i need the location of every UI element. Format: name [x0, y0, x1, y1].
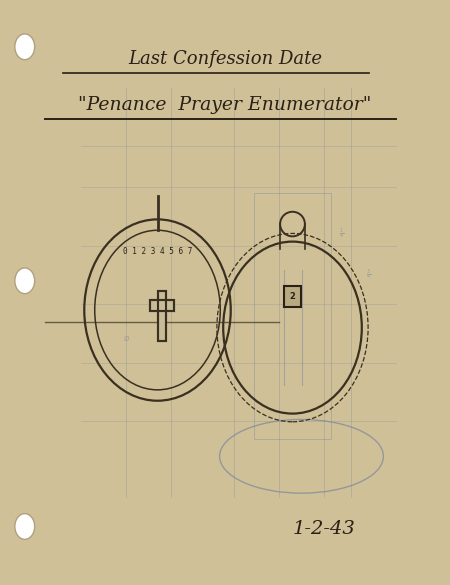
- Text: 2: 2: [289, 292, 296, 301]
- Bar: [150, 301, 174, 311]
- Circle shape: [15, 34, 35, 60]
- Bar: [254, 193, 331, 439]
- Text: Ø: Ø: [123, 336, 129, 342]
- Circle shape: [15, 268, 35, 294]
- Text: $\frac{3}{4}$: $\frac{3}{4}$: [366, 268, 372, 282]
- Bar: [158, 291, 166, 340]
- Text: "Penance  Prayer Enumerator": "Penance Prayer Enumerator": [78, 97, 372, 114]
- Circle shape: [15, 514, 35, 539]
- Bar: [150, 301, 174, 311]
- Text: 1-2-43: 1-2-43: [292, 521, 356, 538]
- Text: 0 1 2 3 4 5 6 7: 0 1 2 3 4 5 6 7: [123, 247, 192, 256]
- Text: Last Confession Date: Last Confession Date: [128, 50, 322, 67]
- Text: $\frac{1}{4}$: $\frac{1}{4}$: [339, 227, 345, 241]
- Bar: [284, 286, 301, 307]
- Bar: [158, 291, 166, 340]
